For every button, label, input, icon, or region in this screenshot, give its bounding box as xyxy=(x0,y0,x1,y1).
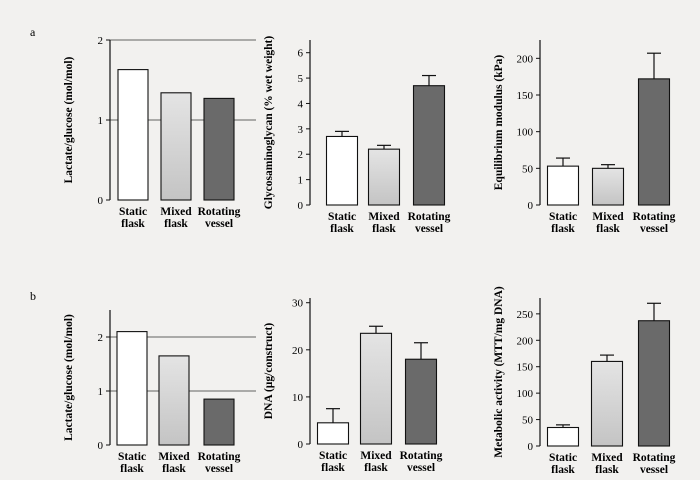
category-label: flask xyxy=(162,463,186,475)
panel-label-a: a xyxy=(30,25,36,39)
y-tick-label: 3 xyxy=(298,124,304,136)
category-label: Mixed xyxy=(592,211,624,223)
category-label: vessel xyxy=(640,223,668,235)
bar xyxy=(359,332,393,445)
category-label: Mixed xyxy=(591,452,623,464)
category-label: Mixed xyxy=(160,206,192,218)
panel-label-b: b xyxy=(30,289,36,303)
y-tick-label: 250 xyxy=(517,309,534,321)
category-label: Mixed xyxy=(368,211,400,223)
y-tick-label: 5 xyxy=(298,73,304,85)
y-tick-label: 0 xyxy=(98,440,104,452)
category-label: Static xyxy=(328,211,356,223)
bar xyxy=(367,148,401,206)
y-tick-label: 1 xyxy=(98,115,104,127)
bar xyxy=(546,426,580,447)
category-label: Static xyxy=(319,450,347,462)
y-tick-label: 2 xyxy=(98,332,104,344)
bar xyxy=(158,355,190,446)
bar xyxy=(404,358,438,445)
y-tick-label: 0 xyxy=(298,200,304,212)
category-label: Rotating xyxy=(198,451,241,463)
category-label: Rotating xyxy=(408,211,451,223)
y-tick-label: 150 xyxy=(517,362,534,374)
category-label: flask xyxy=(330,223,354,235)
y-axis-label: Glycosaminoglycan (% wet weight) xyxy=(263,36,275,210)
y-tick-label: 1 xyxy=(98,386,104,398)
category-label: Static xyxy=(119,206,147,218)
bar xyxy=(637,320,671,447)
y-tick-label: 10 xyxy=(292,392,304,404)
y-tick-label: 0 xyxy=(98,195,104,207)
y-tick-label: 0 xyxy=(528,200,534,212)
y-axis-label: Metabolic activity (MTT/mg DNA) xyxy=(493,286,505,458)
chart-3: 0 50 100 150 200 Equilibrium modulus (kPa) Sta… xyxy=(493,40,676,235)
chart-6: 0 50 100 150 200 250 Metabolic activity (MTT/m… xyxy=(493,286,676,476)
category-label: flask xyxy=(164,218,188,230)
y-tick-label: 200 xyxy=(517,53,534,65)
y-axis-label: Lactate/glucose (mol/mol) xyxy=(63,314,75,441)
category-label: Rotating xyxy=(400,450,443,462)
category-label: Rotating xyxy=(198,206,241,218)
category-label: Rotating xyxy=(633,452,676,464)
category-label: flask xyxy=(120,463,144,475)
category-label: Static xyxy=(549,211,577,223)
y-tick-label: 2 xyxy=(298,149,304,161)
y-axis-label: Lactate/glucose (mol/mol) xyxy=(63,56,75,183)
bar xyxy=(203,398,235,446)
y-tick-label: 0 xyxy=(528,441,534,453)
category-label: vessel xyxy=(640,464,668,476)
y-axis-label: Equilibrium modulus (kPa) xyxy=(493,55,505,191)
bar xyxy=(117,69,149,201)
bar xyxy=(325,135,359,206)
y-axis-label: DNA (µg/construct) xyxy=(263,323,275,420)
category-label: Static xyxy=(118,451,146,463)
y-tick-label: 30 xyxy=(292,298,304,310)
category-label: vessel xyxy=(415,223,443,235)
y-tick-label: 50 xyxy=(522,163,534,175)
bar xyxy=(637,78,671,206)
bar xyxy=(203,97,235,201)
y-tick-label: 2 xyxy=(98,35,104,47)
y-tick-label: 150 xyxy=(517,90,534,102)
y-tick-label: 200 xyxy=(517,335,534,347)
y-tick-label: 100 xyxy=(517,388,534,400)
category-label: Static xyxy=(549,452,577,464)
category-label: flask xyxy=(121,218,145,230)
bar xyxy=(160,92,192,201)
category-label: vessel xyxy=(407,462,435,474)
category-label: Rotating xyxy=(633,211,676,223)
category-label: vessel xyxy=(205,218,233,230)
category-label: flask xyxy=(364,462,388,474)
bar xyxy=(412,85,446,206)
category-label: flask xyxy=(321,462,345,474)
category-label: flask xyxy=(596,223,620,235)
bar xyxy=(316,422,350,445)
category-label: flask xyxy=(551,223,575,235)
category-label: flask xyxy=(595,464,619,476)
bar xyxy=(591,167,625,206)
bar xyxy=(116,331,148,446)
category-label: flask xyxy=(372,223,396,235)
y-tick-label: 6 xyxy=(298,48,304,60)
y-tick-label: 0 xyxy=(298,439,304,451)
y-tick-label: 1 xyxy=(298,175,304,187)
y-tick-label: 4 xyxy=(298,98,304,110)
chart-2: 0 1 2 3 4 5 6 Glycosaminoglycan (% wet weight) S… xyxy=(263,36,451,235)
bar xyxy=(546,165,580,206)
category-label: Mixed xyxy=(360,450,392,462)
y-tick-label: 20 xyxy=(292,345,304,357)
category-label: flask xyxy=(551,464,575,476)
bar xyxy=(590,360,624,447)
category-label: Mixed xyxy=(158,451,190,463)
category-label: vessel xyxy=(205,463,233,475)
y-tick-label: 100 xyxy=(517,127,534,139)
y-tick-label: 50 xyxy=(522,415,534,427)
